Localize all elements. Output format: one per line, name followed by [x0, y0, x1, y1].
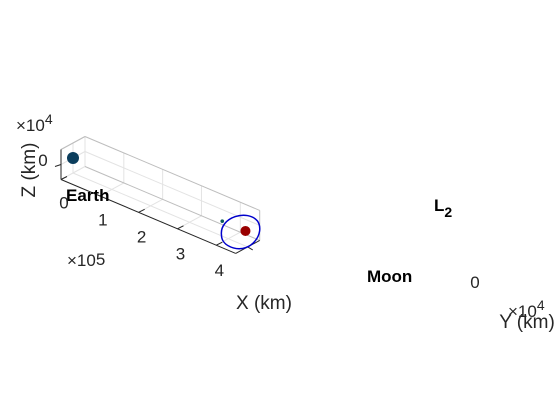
- x-tick-label: 3: [176, 244, 185, 263]
- z-exponent-base: ×10: [16, 116, 45, 135]
- x-tick: [99, 192, 107, 197]
- chart-labels: X (km) Y (km) Z (km) ×105 ×104 ×104 0 0 …: [16, 111, 555, 333]
- z-axis-label: Z (km): [19, 143, 40, 198]
- x-exponent-base: ×10: [67, 251, 96, 270]
- x-tick-label: 2: [137, 227, 146, 246]
- l2-annotation-subscript: 2: [444, 204, 452, 220]
- x-tick-label: 1: [98, 210, 107, 229]
- x-tick: [177, 225, 184, 230]
- x-exponent-power: 5: [96, 250, 105, 269]
- z-exponent-power: 4: [45, 111, 53, 127]
- l2-marker: [240, 225, 251, 236]
- x-tick-label: 0: [59, 194, 68, 213]
- x-tick: [216, 241, 223, 246]
- x-axis-label: X (km): [236, 293, 292, 314]
- y-exponent: ×104: [508, 297, 545, 321]
- axes-box-edge: [84, 136, 260, 211]
- y-tick-label: 0: [470, 273, 479, 292]
- y-exponent-power: 4: [537, 297, 545, 313]
- y-tick: [247, 246, 253, 251]
- earth-marker: [67, 152, 79, 164]
- y-axis-label: Y (km): [499, 312, 555, 333]
- z-exponent: ×104: [16, 111, 53, 135]
- x-tick: [60, 176, 68, 180]
- earth-annotation: Earth: [66, 186, 109, 205]
- y-gridline: [72, 172, 248, 248]
- l2-annotation: L2: [434, 196, 452, 220]
- x-exponent: ×105: [67, 250, 105, 270]
- l2-orbit: [220, 214, 261, 250]
- y-exponent-base: ×10: [508, 302, 537, 321]
- x-axis-line: [60, 179, 236, 254]
- moon-annotation: Moon: [367, 267, 412, 286]
- z-tick: [54, 164, 62, 167]
- axes-box-edge: [84, 166, 260, 241]
- axes-box-edge: [60, 136, 86, 150]
- chart-marks: [67, 152, 261, 250]
- moon-marker: [220, 219, 225, 223]
- l2-annotation-main: L: [434, 196, 444, 215]
- z-gridline: [84, 151, 260, 226]
- x-tick-label: 4: [215, 261, 224, 280]
- z-tick-label: 0: [38, 151, 47, 170]
- x-tick: [138, 208, 145, 213]
